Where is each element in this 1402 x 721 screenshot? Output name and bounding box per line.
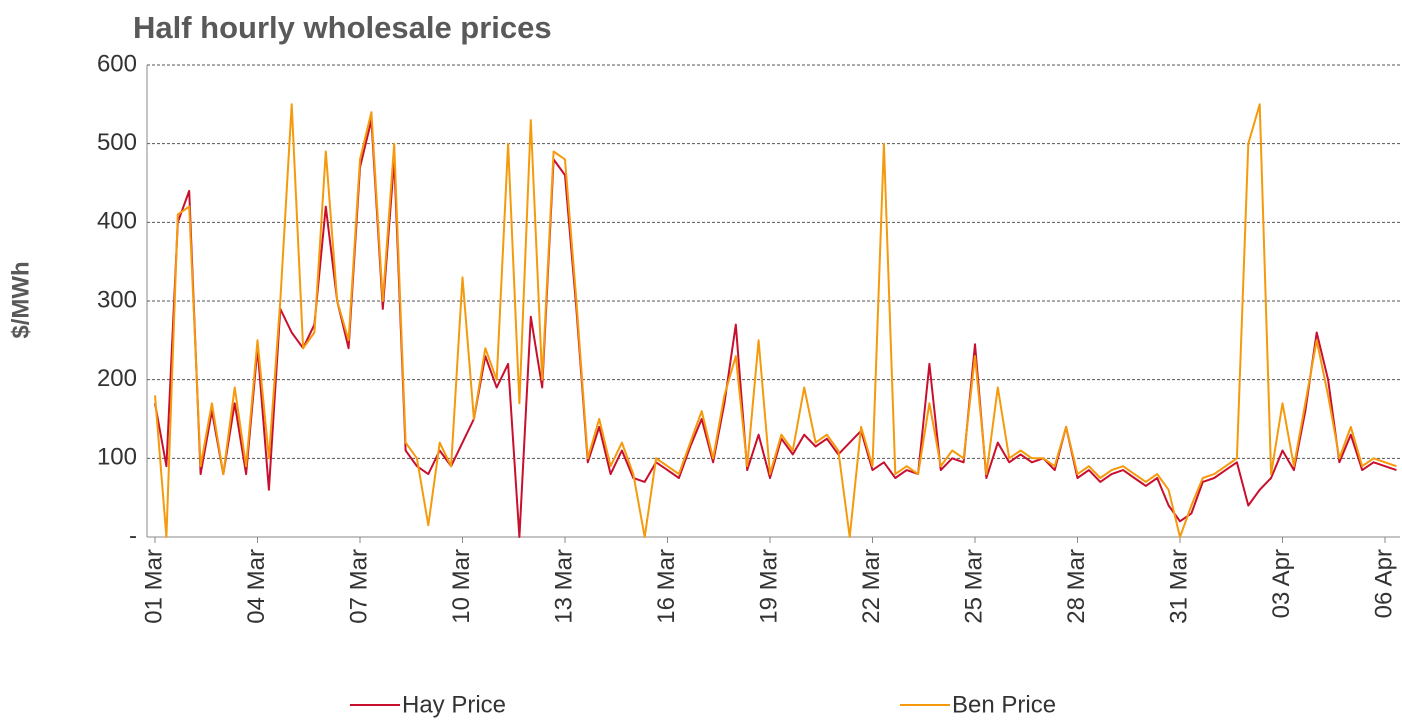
y-tick-label: 500 bbox=[97, 129, 137, 156]
y-tick-label: - bbox=[129, 522, 137, 549]
chart-title: Half hourly wholesale prices bbox=[133, 10, 552, 45]
y-tick-label: 400 bbox=[97, 208, 137, 235]
y-tick-label: 300 bbox=[97, 286, 137, 313]
x-tick-label: 19 Mar bbox=[755, 549, 782, 624]
x-tick-label: 25 Mar bbox=[960, 549, 987, 624]
x-tick-label: 03 Apr bbox=[1268, 549, 1295, 618]
legend-label: Ben Price bbox=[952, 691, 1056, 718]
x-tick-label: 07 Mar bbox=[345, 549, 372, 624]
x-tick-label: 13 Mar bbox=[550, 549, 577, 624]
y-tick-label: 200 bbox=[97, 365, 137, 392]
x-tick-label: 06 Apr bbox=[1370, 549, 1397, 618]
x-tick-label: 31 Mar bbox=[1165, 549, 1192, 624]
y-axis-label: $/MWh bbox=[7, 261, 34, 338]
x-tick-label: 28 Mar bbox=[1063, 549, 1090, 624]
x-tick-label: 16 Mar bbox=[653, 549, 680, 624]
x-tick-label: 22 Mar bbox=[858, 549, 885, 624]
line-series bbox=[154, 103, 1397, 538]
y-tick-label: 600 bbox=[97, 50, 137, 77]
legend-label: Hay Price bbox=[402, 691, 506, 718]
line-series bbox=[154, 119, 1397, 538]
x-tick-label: 01 Mar bbox=[140, 549, 167, 624]
y-tick-label: 100 bbox=[97, 444, 137, 471]
x-tick-label: 04 Mar bbox=[243, 549, 270, 624]
x-tick-label: 10 Mar bbox=[448, 549, 475, 624]
